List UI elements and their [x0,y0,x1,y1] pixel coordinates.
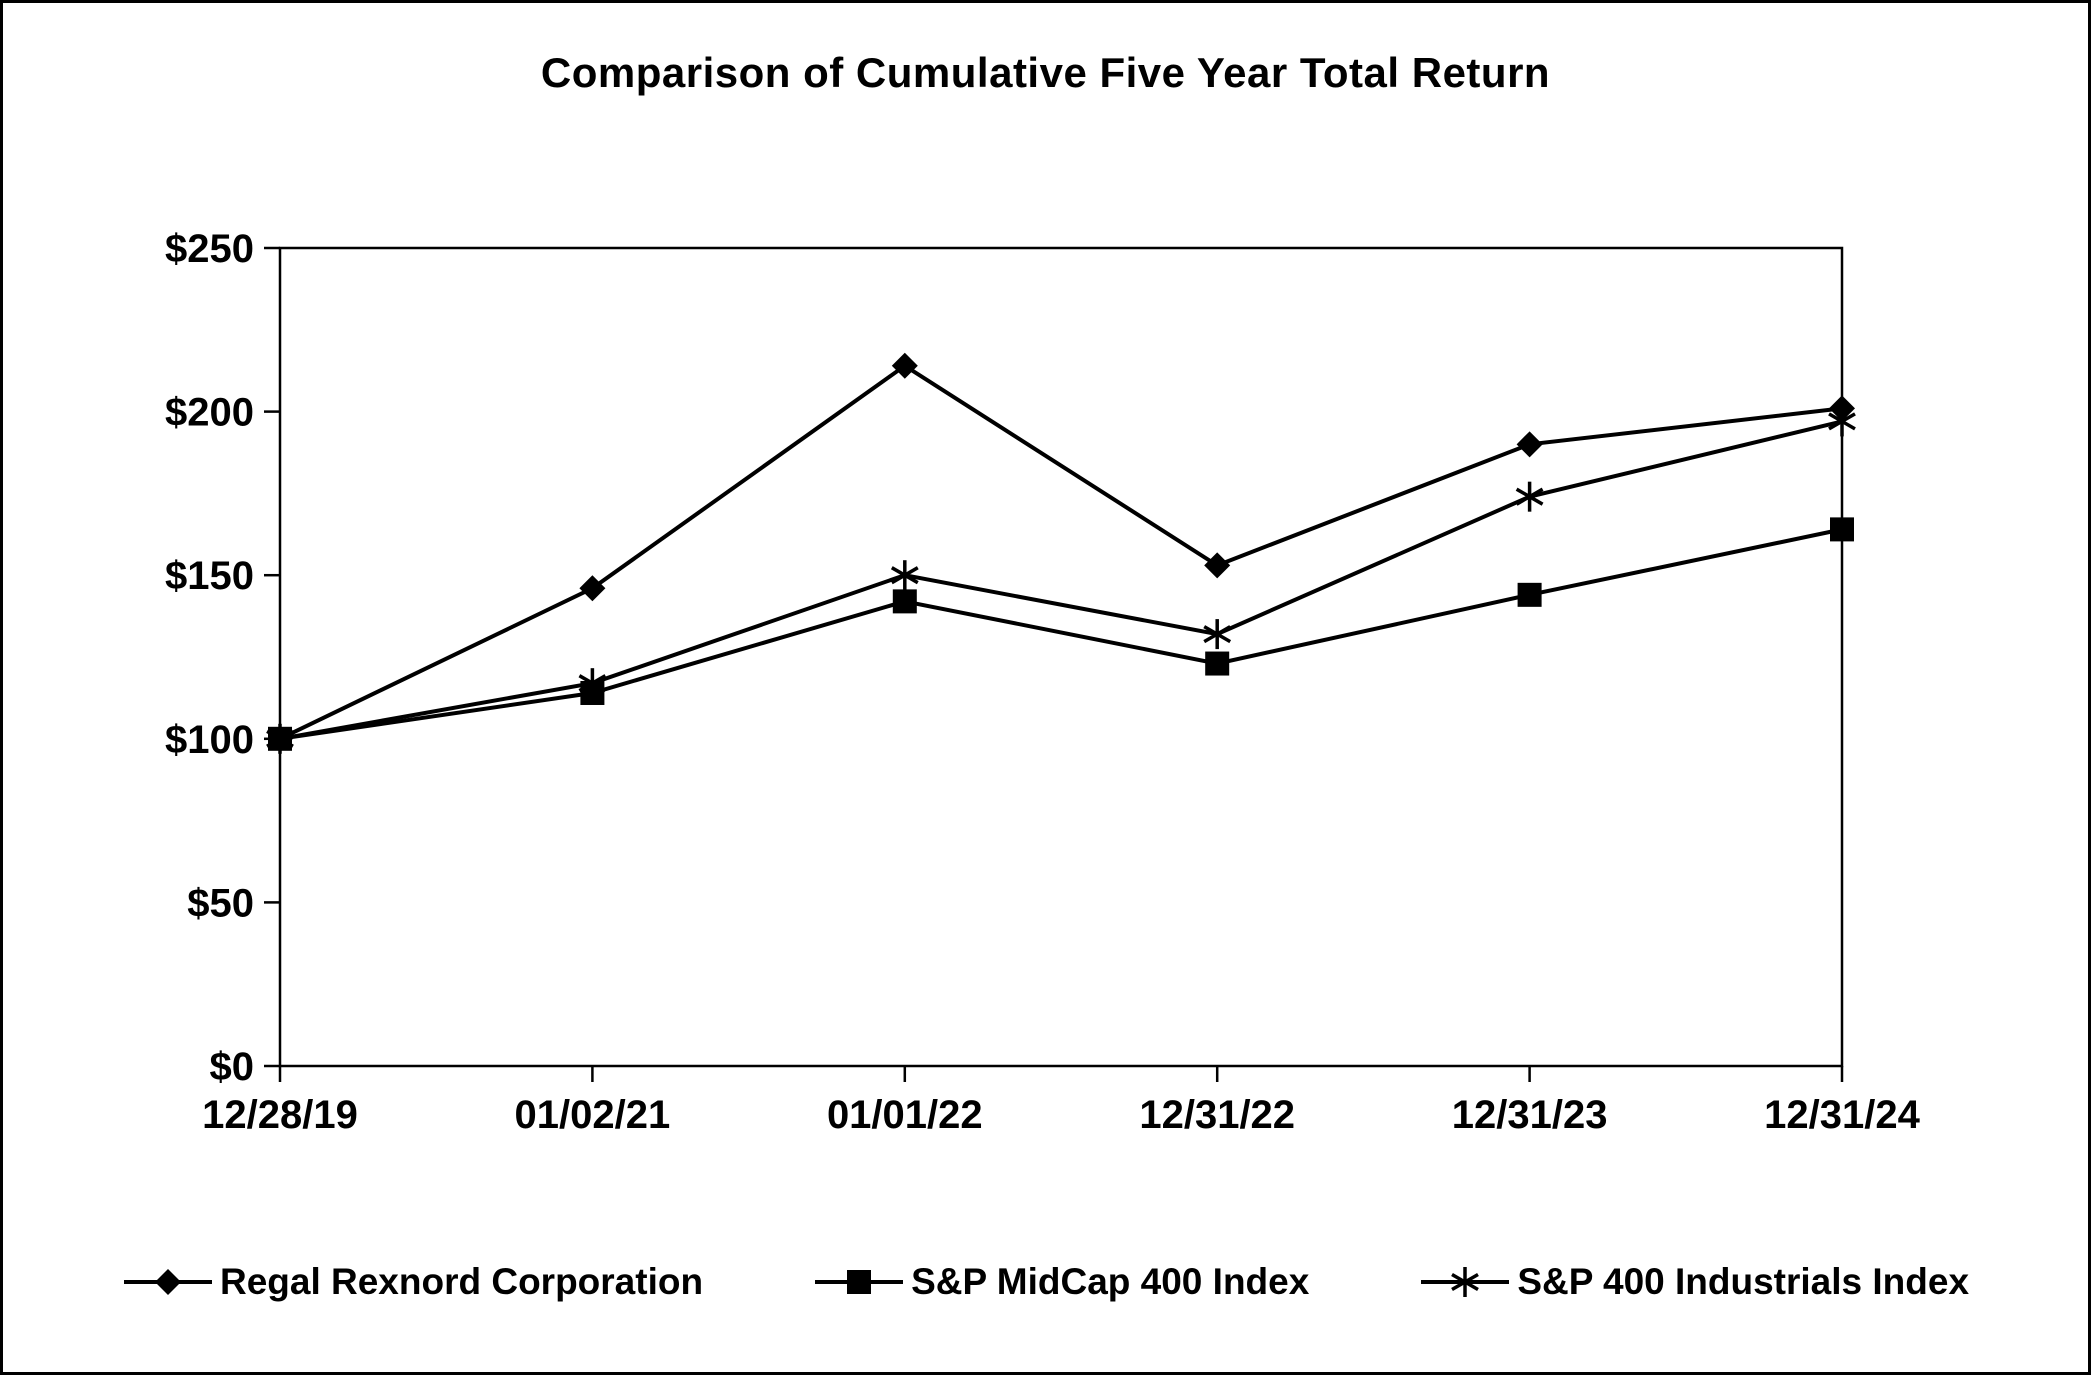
legend-label: S&P MidCap 400 Index [911,1261,1310,1302]
y-axis-tick-label: $100 [165,718,254,762]
x-axis-tick-label: 12/31/22 [1139,1093,1295,1137]
legend-asterisk-marker-icon [1421,1267,1510,1297]
legend-label: Regal Rexnord Corporation [219,1261,704,1302]
y-axis-tick-label: $50 [187,881,254,925]
plot-area-border [278,246,1844,1068]
series-diamond [267,352,1855,752]
line-chart-plot: $0 $50 $100 $150 $200 $250 12/28/19 01/02/21 01/… [165,227,1921,1137]
series-square [268,517,1854,751]
legend-item: S&P MidCap 400 Index [813,1261,1309,1303]
legend-label: S&P 400 Industrials Index [1517,1261,1970,1302]
x-axis-tick-label: 12/31/24 [1764,1093,1920,1137]
y-axis-tick-label: $0 [210,1045,255,1089]
legend-item: S&P 400 Industrials Index [1419,1261,1969,1303]
x-axis-tick-label: 01/01/22 [827,1093,983,1137]
legend-diamond-marker-icon [123,1269,212,1295]
y-axis-tick-label: $150 [165,554,254,598]
series-asterisk [266,406,1856,754]
legend-square-marker-icon [815,1270,904,1294]
chart-title: Comparison of Cumulative Five Year Total… [540,49,1551,96]
chart-legend: Regal Rexnord Corporation S&P MidCap 400 … [3,1261,2088,1303]
y-axis-tick-label: $200 [165,391,254,435]
x-axis-tick-label: 12/31/23 [1452,1093,1608,1137]
x-axis-tick-label: 12/28/19 [202,1093,358,1137]
x-axis-tick-label: 01/02/21 [515,1093,671,1137]
y-axis-tick-label: $250 [165,227,254,271]
legend-item: Regal Rexnord Corporation [122,1261,703,1303]
